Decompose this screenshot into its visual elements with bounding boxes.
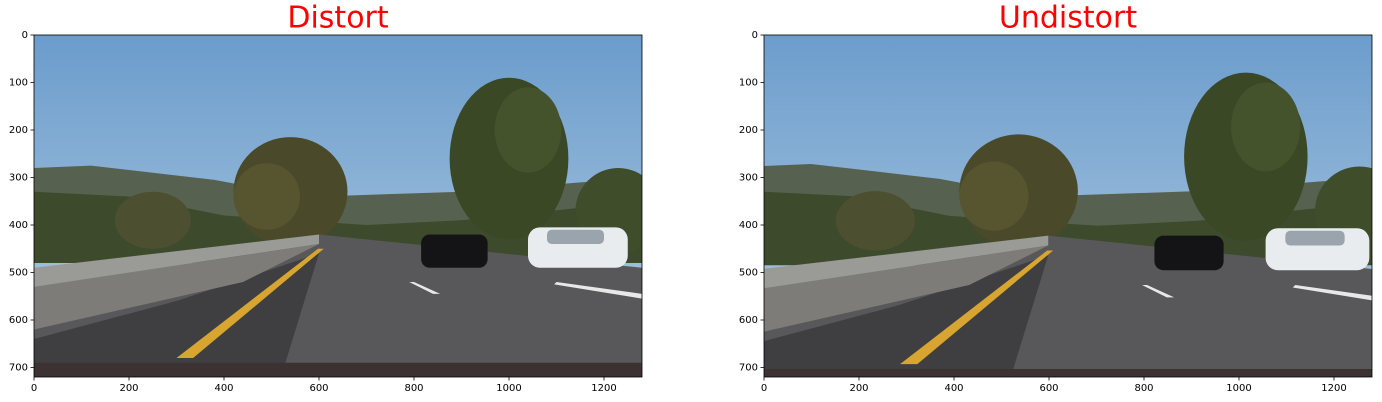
x-tick-label: 0 [761,383,767,394]
x-tick-label: 400 [214,383,233,394]
x-tick-label: 600 [1039,383,1058,394]
axes-frame [763,34,1373,378]
x-tick-label: 1200 [1321,383,1346,394]
chart-title: Undistort [999,1,1137,36]
y-tick-label: 100 [739,78,758,89]
x-tick-label: 600 [309,383,328,394]
y-tick-label: 600 [9,315,28,326]
y-tick-label: 200 [9,125,28,136]
y-tick-label: 500 [739,268,758,279]
x-tick-label: 400 [944,383,963,394]
photo [34,35,642,377]
photo [764,35,1372,377]
y-tick-label: 700 [739,363,758,374]
chart-title: Distort [287,1,389,36]
y-tick-label: 300 [739,173,758,184]
x-tick-label: 200 [849,383,868,394]
x-tick-label: 1200 [591,383,616,394]
image-area [764,35,1372,377]
x-tick-label: 800 [404,383,423,394]
x-tick-label: 1000 [1226,383,1251,394]
y-tick-label: 400 [739,220,758,231]
y-tick-label: 700 [9,363,28,374]
axes-frame [33,34,643,378]
y-tick-label: 100 [9,78,28,89]
y-tick-label: 200 [739,125,758,136]
x-tick-label: 800 [1134,383,1153,394]
x-tick-label: 0 [31,383,37,394]
y-tick-label: 500 [9,268,28,279]
x-tick-label: 200 [119,383,138,394]
image-area [34,35,642,377]
y-tick-label: 400 [9,220,28,231]
y-tick-label: 0 [22,30,28,41]
y-tick-label: 300 [9,173,28,184]
y-tick-label: 600 [739,315,758,326]
x-tick-label: 1000 [496,383,521,394]
y-tick-label: 0 [752,30,758,41]
